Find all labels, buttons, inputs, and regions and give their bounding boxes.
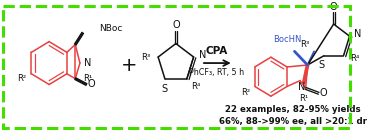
Text: PhCF₃, RT, 5 h: PhCF₃, RT, 5 h xyxy=(189,68,245,77)
Text: R³: R³ xyxy=(300,40,310,49)
Text: N: N xyxy=(354,29,362,39)
Text: +: + xyxy=(121,56,138,76)
Text: R⁴: R⁴ xyxy=(350,54,359,63)
Text: O: O xyxy=(87,79,95,89)
Text: O: O xyxy=(330,1,338,11)
Text: N: N xyxy=(298,82,306,92)
Text: R²: R² xyxy=(241,88,250,97)
Text: S: S xyxy=(319,60,325,70)
Text: CPA: CPA xyxy=(206,46,228,56)
Text: O: O xyxy=(172,20,180,30)
Text: R²: R² xyxy=(18,74,27,83)
Text: R¹: R¹ xyxy=(299,94,308,103)
Text: R⁴: R⁴ xyxy=(192,82,201,91)
Text: N: N xyxy=(199,50,206,60)
Text: S: S xyxy=(161,84,167,94)
Text: R¹: R¹ xyxy=(83,74,92,83)
Text: 66%, 88->99% ee, all >20:1 dr: 66%, 88->99% ee, all >20:1 dr xyxy=(219,117,367,126)
Text: N: N xyxy=(84,58,91,68)
Text: NBoc: NBoc xyxy=(99,24,123,33)
Text: 22 examples, 82-95% yields: 22 examples, 82-95% yields xyxy=(225,105,361,114)
Text: O: O xyxy=(319,88,327,98)
Text: BocHN: BocHN xyxy=(273,35,301,44)
Text: R³: R³ xyxy=(141,53,151,62)
